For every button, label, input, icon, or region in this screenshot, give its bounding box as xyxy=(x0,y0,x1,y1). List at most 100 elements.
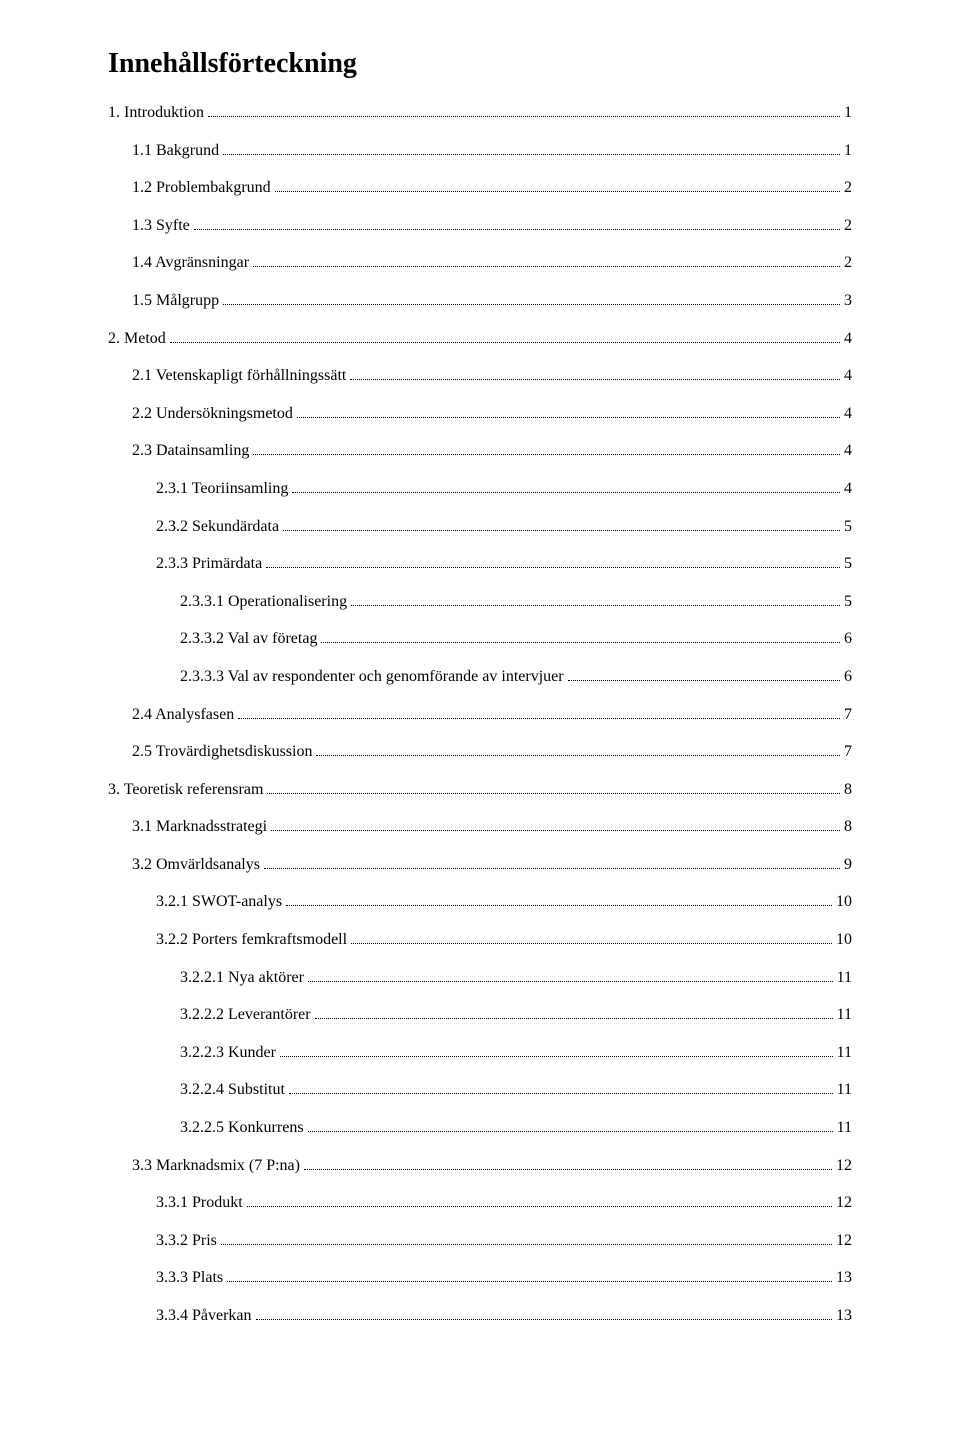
toc-entry-label: 3.2.2.4 Substitut xyxy=(180,1077,285,1103)
toc-entry-page: 6 xyxy=(844,626,852,652)
toc-entry-page: 11 xyxy=(837,1040,852,1066)
toc-entry: 1.1 Bakgrund1 xyxy=(108,138,852,164)
toc-entry: 3.2.2.2 Leverantörer11 xyxy=(108,1002,852,1028)
toc-entry-page: 11 xyxy=(837,1002,852,1028)
toc-entry-label: 1.2 Problembakgrund xyxy=(132,175,271,201)
toc-entry: 1.5 Målgrupp3 xyxy=(108,288,852,314)
toc-entry-page: 1 xyxy=(844,100,852,126)
toc-entry-page: 12 xyxy=(836,1190,852,1216)
toc-entry: 3.3.1 Produkt12 xyxy=(108,1190,852,1216)
toc-entry-label: 3.1 Marknadsstrategi xyxy=(132,814,267,840)
toc-entry-page: 10 xyxy=(836,927,852,953)
toc-entry: 3.3.3 Plats 13 xyxy=(108,1265,852,1291)
toc-entry-page: 3 xyxy=(844,288,852,314)
toc-entry: 3.2.2.4 Substitut11 xyxy=(108,1077,852,1103)
toc-dot-leader xyxy=(289,1093,833,1094)
toc-entry-label: 3.3 Marknadsmix (7 P:na) xyxy=(132,1153,300,1179)
toc-entry-label: 1.4 Avgränsningar xyxy=(132,250,249,276)
toc-title: Innehållsförteckning xyxy=(108,48,852,80)
toc-entry: 3.2.2.3 Kunder 11 xyxy=(108,1040,852,1066)
toc-entry: 2.3.3.1 Operationalisering5 xyxy=(108,589,852,615)
toc-entry-page: 4 xyxy=(844,401,852,427)
toc-entry-page: 4 xyxy=(844,363,852,389)
toc-entry-label: 3.2.2.1 Nya aktörer xyxy=(180,965,304,991)
toc-entry-page: 5 xyxy=(844,514,852,540)
toc-entry-page: 5 xyxy=(844,589,852,615)
toc-entry: 3.2 Omvärldsanalys 9 xyxy=(108,852,852,878)
toc-entry-page: 8 xyxy=(844,777,852,803)
toc-entry-page: 2 xyxy=(844,250,852,276)
toc-entry-label: 3.2.1 SWOT-analys xyxy=(156,889,282,915)
toc-entry: 2. Metod4 xyxy=(108,326,852,352)
toc-dot-leader xyxy=(280,1056,833,1057)
toc-dot-leader xyxy=(297,417,840,418)
toc-dot-leader xyxy=(351,943,832,944)
toc-dot-leader xyxy=(283,530,840,531)
toc-dot-leader xyxy=(308,981,833,982)
toc-dot-leader xyxy=(568,680,840,681)
toc-entry-label: 3. Teoretisk referensram xyxy=(108,777,263,803)
toc-dot-leader xyxy=(256,1319,832,1320)
toc-entry-page: 8 xyxy=(844,814,852,840)
toc-entry-page: 6 xyxy=(844,664,852,690)
toc-entry-page: 12 xyxy=(836,1153,852,1179)
toc-dot-leader xyxy=(308,1131,833,1132)
toc-dot-leader xyxy=(271,830,840,831)
toc-entry-page: 7 xyxy=(844,739,852,765)
toc-dot-leader xyxy=(351,605,840,606)
toc-entry: 1.3 Syfte 2 xyxy=(108,213,852,239)
toc-entry-label: 3.3.3 Plats xyxy=(156,1265,223,1291)
toc-entry: 3.2.2.5 Konkurrens 11 xyxy=(108,1115,852,1141)
toc-entry-page: 4 xyxy=(844,326,852,352)
toc-entry: 2.3 Datainsamling 4 xyxy=(108,438,852,464)
toc-container: 1. Introduktion1 1.1 Bakgrund1 1.2 Problem… xyxy=(108,100,852,1329)
toc-entry: 2.3.3 Primärdata5 xyxy=(108,551,852,577)
toc-dot-leader xyxy=(292,492,840,493)
toc-entry-label: 2.4 Analysfasen xyxy=(132,702,234,728)
toc-entry-page: 13 xyxy=(836,1265,852,1291)
toc-entry: 1.4 Avgränsningar 2 xyxy=(108,250,852,276)
toc-entry-page: 11 xyxy=(837,965,852,991)
toc-entry-page: 12 xyxy=(836,1228,852,1254)
toc-entry-page: 2 xyxy=(844,175,852,201)
toc-entry-page: 1 xyxy=(844,138,852,164)
toc-dot-leader xyxy=(238,718,840,719)
toc-entry: 3.1 Marknadsstrategi 8 xyxy=(108,814,852,840)
toc-dot-leader xyxy=(321,642,840,643)
toc-entry-label: 2.1 Vetenskapligt förhållningssätt xyxy=(132,363,346,389)
toc-dot-leader xyxy=(315,1018,833,1019)
toc-entry-page: 9 xyxy=(844,852,852,878)
toc-dot-leader xyxy=(227,1281,832,1282)
toc-entry-label: 2.3.3.2 Val av företag xyxy=(180,626,317,652)
toc-entry-label: 1.3 Syfte xyxy=(132,213,190,239)
toc-entry-label: 3.2.2 Porters femkraftsmodell xyxy=(156,927,347,953)
toc-dot-leader xyxy=(266,567,840,568)
toc-entry: 1.2 Problembakgrund 2 xyxy=(108,175,852,201)
toc-dot-leader xyxy=(223,154,840,155)
toc-dot-leader xyxy=(286,905,832,906)
toc-entry: 2.1 Vetenskapligt förhållningssätt 4 xyxy=(108,363,852,389)
toc-entry: 3.3 Marknadsmix (7 P:na) 12 xyxy=(108,1153,852,1179)
toc-entry-page: 7 xyxy=(844,702,852,728)
toc-entry-label: 3.2 Omvärldsanalys xyxy=(132,852,260,878)
toc-dot-leader xyxy=(253,454,840,455)
toc-dot-leader xyxy=(221,1244,832,1245)
toc-entry: 3. Teoretisk referensram 8 xyxy=(108,777,852,803)
toc-entry-page: 5 xyxy=(844,551,852,577)
toc-dot-leader xyxy=(316,755,840,756)
toc-entry-label: 2.3 Datainsamling xyxy=(132,438,249,464)
toc-entry-page: 4 xyxy=(844,476,852,502)
toc-entry-page: 13 xyxy=(836,1303,852,1329)
toc-entry: 2.3.2 Sekundärdata5 xyxy=(108,514,852,540)
toc-entry-page: 4 xyxy=(844,438,852,464)
toc-dot-leader xyxy=(170,342,840,343)
toc-entry-page: 11 xyxy=(837,1115,852,1141)
toc-entry-label: 3.2.2.3 Kunder xyxy=(180,1040,276,1066)
toc-dot-leader xyxy=(247,1206,832,1207)
toc-entry-label: 3.2.2.5 Konkurrens xyxy=(180,1115,304,1141)
toc-entry-page: 2 xyxy=(844,213,852,239)
toc-entry-page: 10 xyxy=(836,889,852,915)
toc-dot-leader xyxy=(275,191,840,192)
toc-entry: 1. Introduktion1 xyxy=(108,100,852,126)
toc-entry-label: 2.2 Undersökningsmetod xyxy=(132,401,293,427)
